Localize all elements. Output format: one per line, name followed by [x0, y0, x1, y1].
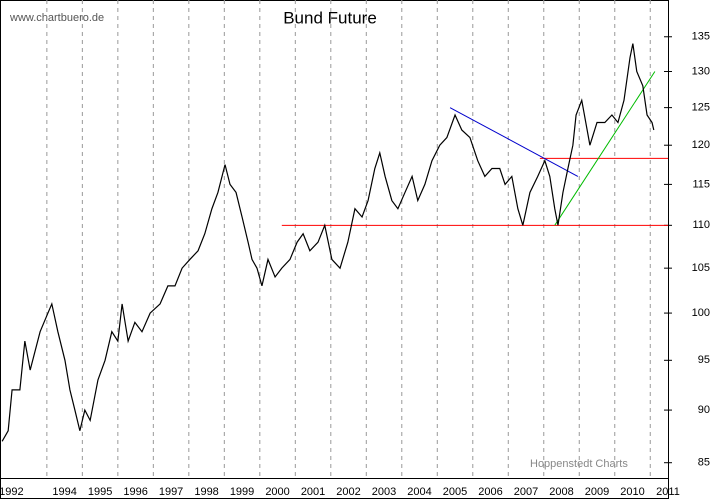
x-tick-label: 2006 [478, 486, 502, 498]
trend-line [554, 71, 656, 226]
x-tick-label: 2008 [549, 486, 573, 498]
y-tick-label: 135 [692, 31, 710, 43]
y-tick-label: 110 [692, 219, 710, 231]
x-tick-label: 2001 [301, 486, 325, 498]
y-tick-label: 105 [692, 262, 710, 274]
x-tick-label: 2011 [656, 486, 680, 498]
y-tick-label: 85 [698, 457, 710, 469]
x-tick-label: 2003 [372, 486, 396, 498]
x-tick-label: 2004 [407, 486, 431, 498]
trend-line [449, 107, 579, 177]
x-tick-label: 2002 [336, 486, 360, 498]
x-tick-label: 2010 [620, 486, 644, 498]
credit: Hoppenstedt Charts [530, 458, 628, 470]
x-tick-label: 1999 [230, 486, 254, 498]
x-tick-label: 1992 [0, 486, 24, 498]
y-tick-label: 130 [692, 65, 710, 77]
y-tick-label: 100 [692, 307, 710, 319]
x-tick-label: 1995 [88, 486, 112, 498]
price-line [1, 43, 655, 442]
y-tick-label: 95 [698, 354, 710, 366]
x-tick-label: 1998 [194, 486, 218, 498]
x-tick-label: 1996 [123, 486, 147, 498]
y-tick-label: 90 [698, 404, 710, 416]
y-tick-label: 120 [692, 139, 710, 151]
source: www.chartbuero.de [9, 12, 104, 24]
x-tick-label: 2000 [265, 486, 289, 498]
y-tick-label: 115 [692, 178, 710, 190]
x-tick-label: 2007 [514, 486, 538, 498]
x-tick-label: 2009 [585, 486, 609, 498]
chart-title: Bund Future [283, 8, 377, 27]
y-tick-label: 125 [692, 102, 710, 114]
x-tick-label: 1994 [52, 486, 76, 498]
x-tick-label: 1997 [159, 486, 183, 498]
x-tick-label: 2005 [443, 486, 467, 498]
plot-frame [0, 0, 669, 479]
